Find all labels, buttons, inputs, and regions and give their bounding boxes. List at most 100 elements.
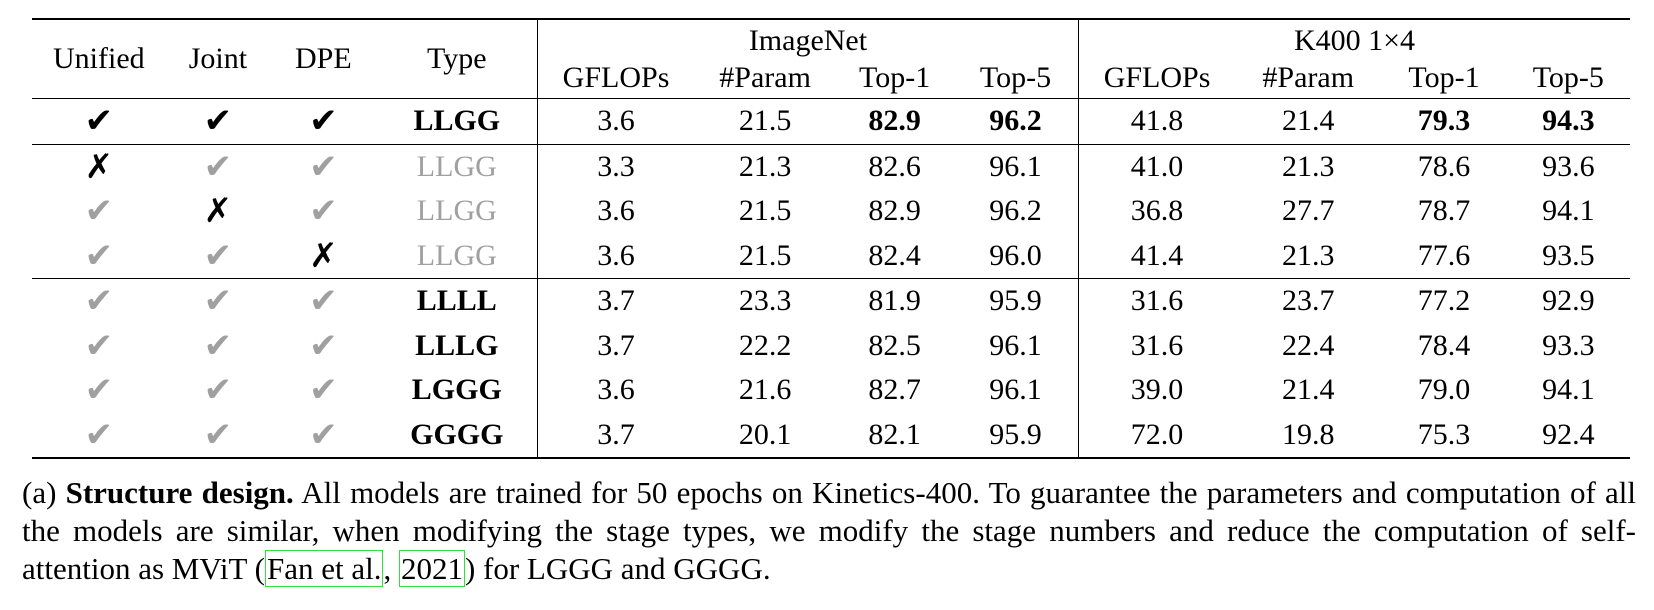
imagenet-top5: 96.0: [989, 238, 1042, 272]
citation-separator: ,: [383, 551, 399, 586]
k400-top5: 92.4: [1506, 412, 1630, 459]
imagenet-gflops: 3.7: [536, 323, 695, 368]
imagenet-top1: 82.5: [868, 328, 921, 362]
joint-mark: ✔: [165, 143, 271, 189]
check-icon: ✔: [203, 416, 233, 454]
table-caption: (a) Structure design. All models are tra…: [22, 474, 1636, 588]
k400-gflops: 31.6: [1077, 323, 1236, 368]
check-icon: ✔: [309, 416, 338, 454]
results-table-container: Unified Joint DPE Type ImageNet K400 1×4…: [32, 18, 1630, 459]
table-row: ✔ ✔ ✔ LLGG 3.6 21.5 82.9 96.2 41.8 21.4 79.3 94.3: [32, 98, 1630, 144]
check-icon: ✔: [203, 372, 233, 410]
table-row: ✔ ✔ ✔ LLLL 3.7 23.3 81.9 95.9 31.6 23.7 77.2 92.9: [32, 278, 1630, 324]
joint-mark: ✗: [166, 189, 270, 234]
stage-type: LLGG: [416, 194, 497, 228]
k400-param: 19.8: [1235, 412, 1382, 459]
dpe-mark: ✔: [270, 324, 377, 369]
imagenet-top1: 82.7: [868, 373, 921, 407]
imagenet-top1: 81.9: [836, 278, 954, 324]
imagenet-param: 21.5: [738, 194, 792, 228]
k400-gflops: 39.0: [1077, 368, 1236, 413]
stage-type: LGGG: [411, 373, 502, 407]
imagenet-top1: 82.9: [836, 98, 954, 144]
stage-type: LLLG: [415, 328, 499, 362]
check-icon: ✔: [84, 416, 114, 454]
unified-mark: ✔: [32, 412, 166, 459]
table-row: ✔ ✔ ✗ LLGG 3.6 21.5 82.4 96.0 41.4 21.3 77.6 93.5: [32, 233, 1630, 279]
check-icon: ✔: [84, 372, 114, 410]
k400-gflops: 41.4: [1077, 233, 1236, 279]
joint-mark: ✔: [165, 412, 271, 459]
header-k400-top5: Top-5: [1532, 61, 1604, 94]
imagenet-param: 21.6: [738, 373, 792, 407]
k400-param: 21.4: [1235, 98, 1382, 144]
k400-param: 22.4: [1281, 328, 1335, 362]
k400-top5: 94.1: [1542, 194, 1595, 228]
header-joint: Joint: [165, 18, 271, 99]
citation-author-link[interactable]: Fan et al.: [264, 550, 384, 587]
imagenet-gflops: 3.6: [536, 98, 695, 144]
k400-param: 21.4: [1281, 373, 1335, 407]
joint-mark: ✔: [166, 368, 270, 413]
header-imagenet-param: #Param: [719, 61, 811, 94]
k400-top1: 79.3: [1381, 98, 1507, 144]
k400-top1: 78.6: [1381, 143, 1507, 189]
imagenet-param: 21.5: [738, 238, 792, 272]
header-k400-param: #Param: [1262, 61, 1355, 94]
k400-top1: 78.7: [1417, 194, 1471, 228]
check-icon: ✔: [203, 103, 233, 141]
check-icon: ✔: [203, 283, 233, 321]
k400-top1: 77.2: [1381, 278, 1507, 324]
imagenet-gflops: 3.6: [536, 233, 695, 279]
header-k400-top1: Top-1: [1408, 61, 1480, 94]
header-group-imagenet: ImageNet: [536, 18, 1079, 58]
imagenet-top1: 82.4: [868, 238, 921, 272]
dpe-mark: ✔: [270, 98, 377, 144]
caption-label: (a): [22, 475, 66, 510]
k400-gflops: 41.0: [1077, 143, 1236, 189]
unified-mark: ✗: [32, 143, 166, 189]
check-icon: ✔: [84, 103, 114, 141]
joint-mark: ✔: [165, 278, 271, 324]
imagenet-param: 21.5: [694, 98, 837, 144]
k400-gflops: 72.0: [1077, 412, 1236, 459]
k400-param: 21.3: [1281, 238, 1335, 272]
k400-param: 27.7: [1281, 194, 1335, 228]
check-icon: ✔: [309, 283, 338, 321]
citation-year-link[interactable]: 2021: [398, 550, 465, 587]
imagenet-gflops: 3.3: [536, 143, 695, 189]
header-unified: Unified: [32, 18, 166, 99]
check-icon: ✔: [203, 237, 233, 275]
caption-bold-title: Structure design.: [65, 475, 294, 510]
cross-icon: ✗: [203, 193, 233, 231]
dpe-mark: ✔: [270, 412, 377, 459]
imagenet-gflops: 3.6: [536, 368, 695, 413]
imagenet-top5: 96.1: [989, 373, 1042, 407]
imagenet-gflops: 3.6: [536, 189, 695, 234]
header-k400-gflops: GFLOPs: [1077, 58, 1236, 99]
imagenet-top1: 82.1: [836, 412, 954, 459]
caption-text: All models are trained for 50 epochs on …: [22, 475, 1636, 586]
dpe-mark: ✔: [270, 278, 377, 324]
imagenet-param: 21.3: [694, 143, 837, 189]
dpe-mark: ✔: [270, 368, 377, 413]
k400-gflops: 41.8: [1077, 98, 1236, 144]
header-imagenet-top5: Top-5: [979, 61, 1052, 94]
unified-mark: ✔: [32, 278, 166, 324]
unified-mark: ✔: [32, 368, 166, 413]
check-icon: ✔: [309, 148, 338, 186]
table-row: ✔ ✔ ✔ LGGG 3.6 21.6 82.7 96.1 39.0 21.4 79.0 94.1: [32, 368, 1630, 413]
cross-icon: ✗: [309, 237, 338, 275]
k400-top5: 94.1: [1542, 373, 1595, 407]
imagenet-top5: 96.2: [953, 98, 1079, 144]
caption-text-end: ) for LGGG and GGGG.: [464, 551, 771, 586]
imagenet-gflops: 3.7: [536, 278, 695, 324]
check-icon: ✔: [309, 372, 338, 410]
check-icon: ✔: [84, 327, 114, 365]
k400-top5: 92.9: [1506, 278, 1630, 324]
check-icon: ✔: [203, 148, 233, 186]
structure-design-table: Unified Joint DPE Type ImageNet K400 1×4…: [32, 18, 1630, 459]
unified-mark: ✔: [32, 234, 166, 279]
check-icon: ✔: [309, 193, 338, 231]
k400-top5: 93.6: [1506, 143, 1630, 189]
